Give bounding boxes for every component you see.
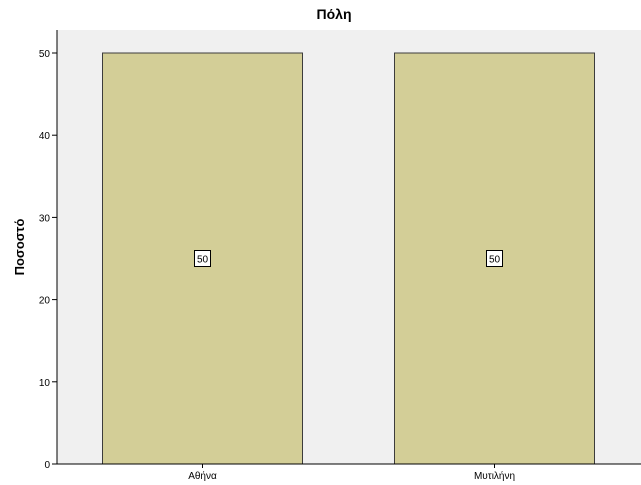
axes-layer: Αθήνα Μυτιλήνη 0 10 20 30 40 50: [39, 30, 641, 482]
y-tick-label-5: 50: [39, 49, 51, 60]
y-axis-label: Ποσοστό: [12, 219, 27, 276]
data-label-1: 50: [486, 250, 503, 267]
data-label-box-1: [486, 250, 503, 267]
y-tick-label-0: 0: [44, 460, 50, 471]
data-label-text-0: 50: [197, 255, 209, 266]
y-tick-label-2: 20: [39, 296, 51, 307]
data-label-box-0: [194, 250, 211, 267]
y-tick-label-1: 10: [39, 378, 51, 389]
y-tick-label-3: 30: [39, 213, 51, 224]
chart-title: Πόλη: [317, 6, 352, 22]
data-label-0: 50: [194, 250, 211, 267]
x-tick-label-1: Μυτιλήνη: [474, 470, 515, 482]
labels-layer: 50 50: [194, 250, 503, 267]
data-label-text-1: 50: [489, 255, 501, 266]
y-tick-label-4: 40: [39, 131, 51, 142]
x-tick-label-0: Αθήνα: [188, 470, 217, 482]
